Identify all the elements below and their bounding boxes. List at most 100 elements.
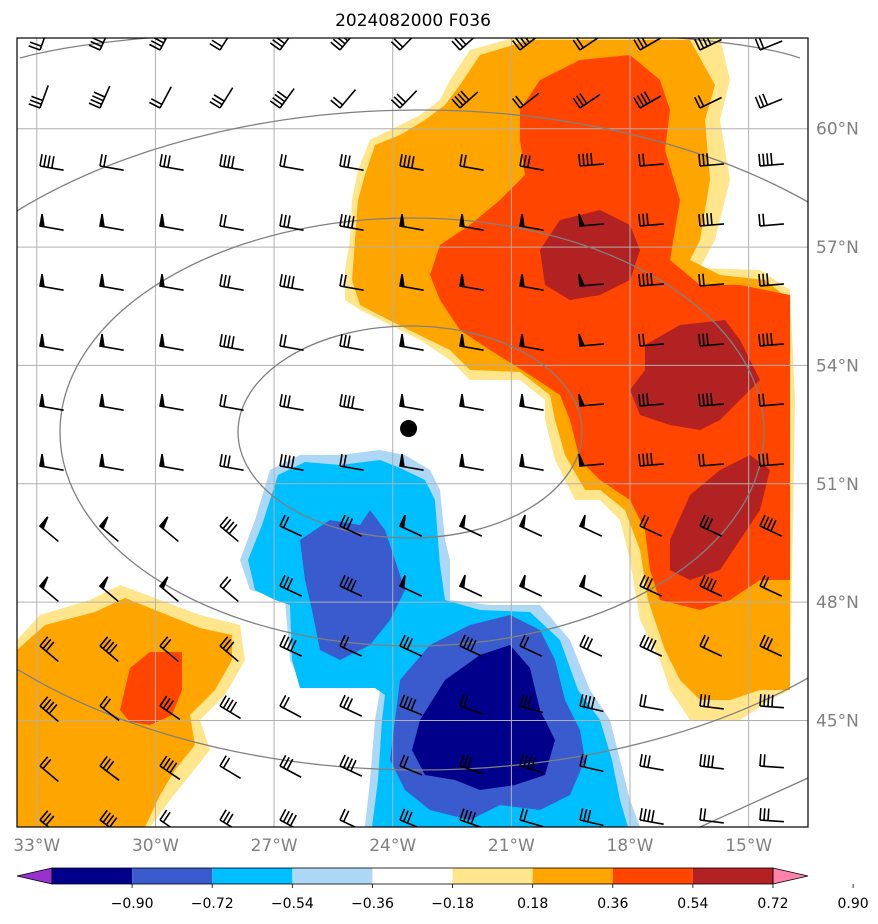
wind-barb: [518, 574, 543, 597]
longitude-tick-label: 18°W: [607, 836, 654, 856]
wind-barb: [459, 214, 484, 231]
wind-barb: [578, 574, 603, 597]
colorbar-swatch: [132, 868, 213, 884]
wind-barb: [459, 754, 483, 775]
colorbar-outline: [51, 867, 774, 885]
positive-region-sw-red: [120, 652, 182, 725]
wind-barb: [458, 574, 483, 597]
colorbar-swatch: [52, 868, 133, 884]
wind-barb: [399, 634, 423, 657]
wind-barb: [639, 694, 664, 711]
pressure-contour-middle: [59, 217, 765, 647]
wind-barb: [399, 274, 424, 291]
wind-barb: [219, 809, 234, 827]
wind-barb: [519, 214, 544, 231]
wind-barb: [399, 214, 424, 231]
colorbar-tick-label: −0.18: [431, 896, 474, 912]
wind-barb: [38, 516, 59, 543]
wind-barb: [511, 38, 537, 51]
wind-barb: [279, 154, 304, 171]
wind-barb: [639, 574, 663, 597]
wind-barb: [459, 694, 483, 715]
latitude-labels: 60°N 57°N 54°N 51°N 48°N 45°N: [816, 120, 859, 732]
latitude-tick-label: 48°N: [816, 593, 859, 613]
wind-barb: [158, 516, 179, 543]
wind-barb: [339, 754, 363, 777]
wind-barb: [99, 695, 120, 722]
colorbar-tick-label: −0.36: [351, 896, 394, 912]
colorbar-swatch: [292, 868, 373, 884]
longitude-tick-label: 21°W: [488, 836, 535, 856]
wind-barb: [98, 516, 119, 543]
wind-barb: [758, 453, 784, 467]
wind-barb: [638, 452, 664, 467]
latitude-tick-label: 60°N: [816, 120, 859, 140]
wind-barb: [39, 334, 64, 351]
wind-barb: [339, 694, 363, 717]
wind-barb: [99, 454, 124, 471]
wind-barb: [339, 394, 364, 411]
wind-barb: [398, 574, 423, 597]
latitude-tick-label: 54°N: [816, 356, 859, 376]
wind-barb: [219, 516, 239, 543]
wind-barb: [99, 274, 124, 291]
wind-barb: [339, 154, 364, 171]
wind-barb: [519, 634, 543, 657]
wind-barb: [399, 394, 424, 411]
wind-barb: [279, 334, 304, 351]
wind-barb: [28, 85, 49, 109]
wind-barb: [159, 636, 179, 663]
wind-barb: [519, 694, 544, 714]
colorbar-tick-label: 0.18: [517, 896, 548, 912]
wind-barb: [330, 89, 357, 109]
wind-barb: [698, 212, 724, 227]
wind-barb: [638, 153, 664, 167]
negative-region-navy: [412, 645, 555, 790]
wind-barb: [578, 514, 603, 537]
wind-barb: [459, 154, 484, 171]
wind-barb: [279, 274, 304, 291]
wind-barb: [390, 38, 413, 51]
wind-barb: [269, 88, 295, 109]
wind-barb: [99, 154, 124, 171]
negative-region-blue-1: [300, 510, 405, 660]
wind-barb: [758, 273, 784, 287]
wind-barb: [694, 38, 722, 51]
wind-barb: [390, 90, 418, 109]
wind-barb: [399, 454, 424, 471]
wind-barb: [219, 636, 239, 663]
positive-region-ne-red: [430, 55, 790, 610]
wind-barb: [219, 154, 244, 171]
wind-barb: [759, 693, 784, 709]
longitude-tick-label: 15°W: [725, 836, 772, 856]
wind-barb: [572, 93, 601, 109]
wind-barb: [633, 38, 662, 51]
colorbar-tick-label: 0.54: [677, 896, 708, 912]
wind-barb: [339, 634, 363, 657]
wind-barb: [459, 454, 484, 471]
wind-barb: [578, 273, 604, 287]
wind-barb: [579, 634, 603, 657]
wind-barb: [699, 753, 724, 770]
wind-barb: [759, 807, 784, 823]
map-title: 2024082000 F036: [335, 11, 491, 31]
wind-barb: [518, 514, 543, 537]
wind-barb: [638, 272, 664, 287]
wind-barb: [88, 38, 107, 51]
wind-barb: [159, 454, 184, 471]
wind-barb: [694, 95, 722, 109]
colorbar-tick-label: 0.90: [838, 896, 869, 912]
wind-barb: [578, 333, 604, 347]
positive-region-ne-darkred-2: [630, 320, 760, 430]
wind-barb: [459, 394, 484, 411]
wind-barb: [279, 695, 302, 718]
wind-barb: [578, 393, 604, 407]
wind-barb: [339, 274, 364, 291]
wind-barb: [279, 809, 297, 827]
colorbar-extend-min: [16, 867, 53, 885]
wind-barb: [459, 334, 484, 351]
wind-barb: [759, 514, 783, 537]
wind-barb: [519, 334, 544, 351]
wind-barb: [578, 213, 604, 227]
longitude-tick-label: 27°W: [251, 836, 298, 856]
